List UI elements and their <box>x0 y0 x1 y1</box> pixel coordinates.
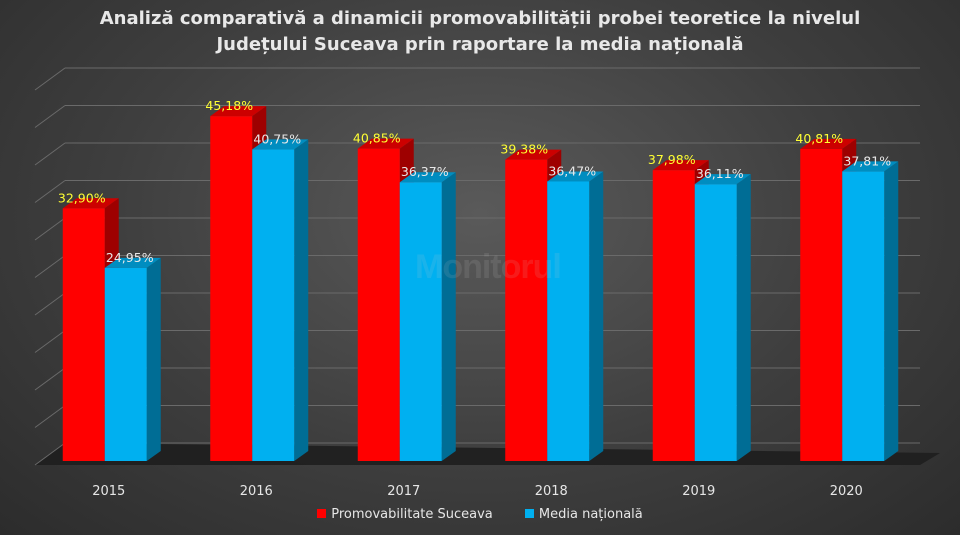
x-tick-label: 2016 <box>240 484 273 499</box>
bar-top-0 <box>505 149 562 160</box>
bar-side-1 <box>294 139 309 461</box>
bar-suceava <box>652 170 695 461</box>
gridline-slant <box>34 292 66 316</box>
data-label: 24,95% <box>106 250 154 265</box>
bar-top-1 <box>547 171 604 182</box>
bar-national <box>252 149 295 461</box>
data-label: 39,38% <box>500 142 548 157</box>
bar-suceava <box>62 208 105 461</box>
gridline-slant <box>34 105 66 128</box>
gridline-slant <box>34 180 66 203</box>
bar-national <box>399 182 442 461</box>
bar-suceava <box>800 148 843 462</box>
gridline-slant <box>34 255 66 278</box>
x-tick-label: 2015 <box>92 484 125 499</box>
bar-suceava <box>357 148 400 461</box>
legend-swatch-national <box>524 509 534 518</box>
legend-item-suceava: Promovabilitate Suceava <box>317 507 493 522</box>
bar-top-1 <box>694 174 751 185</box>
gridline-slant <box>34 67 66 91</box>
data-label: 40,85% <box>353 131 401 146</box>
bar-side-1 <box>441 172 456 461</box>
bar-suceava <box>210 116 253 462</box>
x-tick-label: 2017 <box>387 484 420 499</box>
data-label: 40,75% <box>253 131 301 146</box>
legend-label-national: Media națională <box>538 507 643 522</box>
bar-top-0 <box>62 198 119 209</box>
legend-label-suceava: Promovabilitate Suceava <box>331 507 493 522</box>
bar-side-1 <box>589 171 604 461</box>
bar-top-0 <box>800 138 857 149</box>
legend-item-national: Media națională <box>524 507 643 522</box>
data-label: 36,11% <box>696 166 744 181</box>
chart-title: Analiză comparativă a dinamicii promovab… <box>0 6 960 58</box>
data-label: 40,81% <box>795 131 843 146</box>
bar-suceava <box>505 159 548 461</box>
bar-top-0 <box>210 106 267 117</box>
bar-top-1 <box>252 139 309 150</box>
data-label: 36,47% <box>548 163 596 178</box>
bar-national <box>694 184 737 462</box>
bar-top-1 <box>399 172 456 183</box>
bar-national <box>104 267 147 461</box>
data-label: 37,81% <box>843 153 891 168</box>
bar-top-0 <box>652 160 709 171</box>
bar-side-1 <box>146 257 161 461</box>
bar-top-0 <box>357 138 414 149</box>
data-label: 32,90% <box>58 190 106 205</box>
chart-title-line-2: Județului Suceava prin raportare la medi… <box>216 34 744 55</box>
x-tick-label: 2020 <box>830 484 863 499</box>
bar-national <box>547 181 590 461</box>
bar-top-1 <box>104 257 161 268</box>
gridline-slant <box>34 367 66 391</box>
bar-side-1 <box>736 174 751 462</box>
legend-swatch-suceava <box>317 509 327 518</box>
x-tick-label: 2019 <box>682 484 715 499</box>
bar-national <box>842 171 885 462</box>
data-label: 37,98% <box>648 152 696 167</box>
gridline-slant <box>34 405 66 428</box>
data-label: 45,18% <box>205 98 253 113</box>
gridline-slant <box>34 330 66 353</box>
gridline-slant <box>34 442 66 466</box>
x-tick-label: 2018 <box>535 484 568 499</box>
chart-title-line-1: Analiză comparativă a dinamicii promovab… <box>99 8 861 29</box>
bar-top-1 <box>842 161 899 172</box>
data-label: 36,37% <box>401 164 449 179</box>
gridline-slant <box>34 217 66 241</box>
gridline-slant <box>34 142 66 166</box>
watermark: Monitorul <box>415 248 562 286</box>
legend: Promovabilitate Suceava Media națională <box>0 507 960 522</box>
bar-side-1 <box>884 161 899 462</box>
